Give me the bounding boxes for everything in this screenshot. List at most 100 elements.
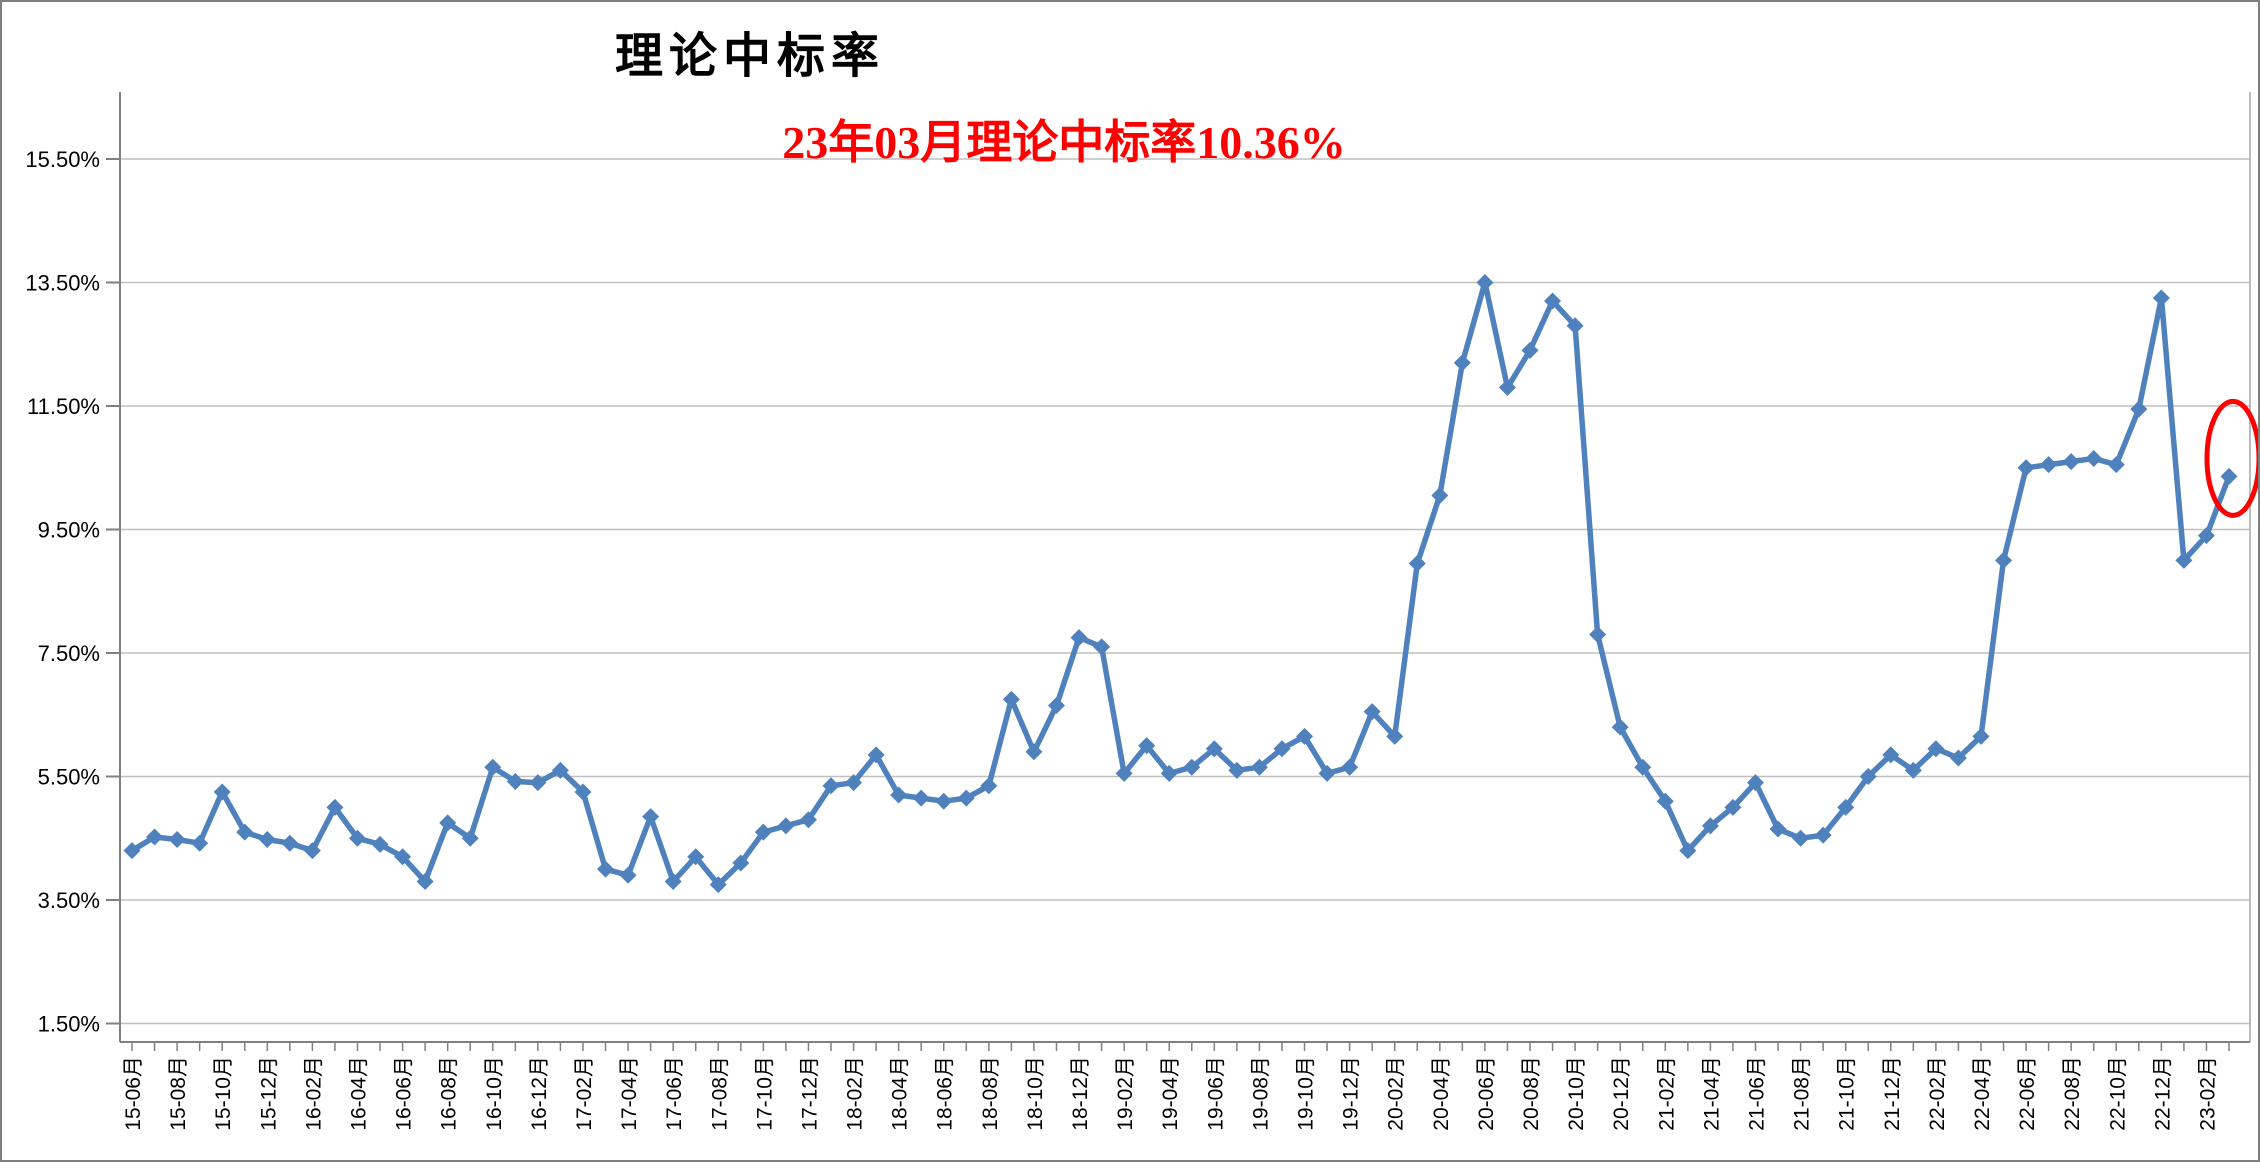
data-point-marker xyxy=(1814,826,1832,844)
data-point-marker xyxy=(935,792,953,810)
x-axis-tick-label: 17-08月 xyxy=(708,1056,731,1131)
data-point-marker xyxy=(1070,629,1088,647)
data-point-marker xyxy=(1138,737,1156,755)
data-point-marker xyxy=(664,872,682,890)
x-axis-tick-label: 17-02月 xyxy=(573,1056,596,1131)
data-point-marker xyxy=(709,876,727,894)
y-axis-tick-label: 7.50% xyxy=(38,641,100,666)
data-point-marker xyxy=(1837,798,1855,816)
data-point-marker xyxy=(1927,740,1945,758)
data-point-marker xyxy=(1566,317,1584,335)
data-point-marker xyxy=(484,758,502,776)
data-point-marker xyxy=(1544,292,1562,310)
data-point-marker xyxy=(619,866,637,884)
data-point-marker xyxy=(439,814,457,832)
data-point-marker xyxy=(574,783,592,801)
data-point-marker xyxy=(1002,690,1020,708)
data-point-marker xyxy=(777,817,795,835)
data-point-marker xyxy=(461,829,479,847)
data-point-marker xyxy=(1679,842,1697,860)
data-point-marker xyxy=(2085,449,2103,467)
data-point-marker xyxy=(2062,453,2080,471)
x-axis-tick-label: 22-06月 xyxy=(2016,1056,2039,1131)
data-point-marker xyxy=(1273,740,1291,758)
y-axis-tick-label: 13.50% xyxy=(25,271,100,296)
x-axis-tick-label: 15-12月 xyxy=(257,1056,280,1131)
data-point-marker xyxy=(642,808,660,826)
x-axis-tick-label: 22-08月 xyxy=(2061,1056,2084,1131)
data-point-marker xyxy=(1453,354,1471,372)
data-point-marker xyxy=(1746,774,1764,792)
x-axis-tick-label: 19-08月 xyxy=(1249,1056,1272,1131)
data-point-marker xyxy=(168,830,186,848)
x-axis-tick-label: 17-10月 xyxy=(753,1056,776,1131)
data-point-marker xyxy=(867,746,885,764)
data-point-marker xyxy=(1341,758,1359,776)
data-point-marker xyxy=(1386,727,1404,745)
data-line xyxy=(129,279,2232,888)
x-axis-tick-label: 20-08月 xyxy=(1520,1056,1543,1131)
x-axis-tick-label: 19-06月 xyxy=(1204,1056,1227,1131)
data-point-marker xyxy=(1882,746,1900,764)
data-point-marker xyxy=(799,811,817,829)
x-axis-tick-label: 17-12月 xyxy=(798,1056,821,1131)
x-axis-tick-label: 15-10月 xyxy=(212,1056,235,1131)
data-point-marker xyxy=(1498,378,1516,396)
data-point-marker xyxy=(303,842,321,860)
x-axis-tick-label: 17-04月 xyxy=(618,1056,641,1131)
data-point-marker xyxy=(597,860,615,878)
x-axis-tick-label: 16-10月 xyxy=(483,1056,506,1131)
data-point-marker xyxy=(1656,792,1674,810)
data-point-marker xyxy=(1904,761,1922,779)
x-axis-tick-label: 22-10月 xyxy=(2106,1056,2129,1131)
x-axis-tick-label: 20-12月 xyxy=(1610,1056,1633,1131)
data-point-marker xyxy=(1318,764,1336,782)
x-axis-tick-label: 19-02月 xyxy=(1114,1056,1137,1131)
data-point-marker xyxy=(980,777,998,795)
data-point-marker xyxy=(1363,703,1381,721)
data-point-marker xyxy=(822,777,840,795)
data-point-marker xyxy=(1724,798,1742,816)
data-point-marker xyxy=(912,789,930,807)
x-axis-tick-label: 22-02月 xyxy=(1926,1056,1949,1131)
data-point-marker xyxy=(1160,764,1178,782)
data-point-marker xyxy=(754,823,772,841)
data-point-marker xyxy=(348,829,366,847)
data-point-marker xyxy=(551,761,569,779)
data-point-marker xyxy=(1205,740,1223,758)
data-point-marker xyxy=(416,872,434,890)
y-axis-tick-label: 9.50% xyxy=(38,518,100,543)
x-axis-tick-label: 20-04月 xyxy=(1430,1056,1453,1131)
data-point-marker xyxy=(191,834,209,852)
chart-annotation: 23年03月理论中标率10.36% xyxy=(782,117,1346,168)
data-point-marker xyxy=(1025,743,1043,761)
x-axis-tick-label: 23-02月 xyxy=(2196,1056,2219,1131)
data-point-marker xyxy=(1634,758,1652,776)
x-axis-tick-label: 19-12月 xyxy=(1340,1056,1363,1131)
x-axis-tick-label: 18-12月 xyxy=(1069,1056,1092,1131)
data-point-marker xyxy=(1521,341,1539,359)
data-point-marker xyxy=(506,772,524,790)
data-point-marker xyxy=(1792,829,1810,847)
data-point-marker xyxy=(1183,758,1201,776)
x-axis-tick-label: 22-04月 xyxy=(1971,1056,1994,1131)
data-point-marker xyxy=(123,842,141,860)
x-axis-tick-label: 16-04月 xyxy=(347,1056,370,1131)
data-point-marker xyxy=(2130,400,2148,418)
x-axis-tick-label: 18-02月 xyxy=(844,1056,867,1131)
data-point-marker xyxy=(146,828,164,846)
x-axis-tick-label: 21-02月 xyxy=(1655,1056,1678,1131)
x-axis-tick-label: 16-02月 xyxy=(302,1056,325,1131)
data-point-marker xyxy=(326,798,344,816)
data-point-marker xyxy=(957,789,975,807)
data-point-marker xyxy=(1093,638,1111,656)
y-axis-tick-label: 1.50% xyxy=(38,1012,100,1037)
data-point-marker xyxy=(2040,456,2058,474)
data-point-marker xyxy=(1408,554,1426,572)
data-point-marker xyxy=(890,786,908,804)
x-axis-tick-label: 21-10月 xyxy=(1836,1056,1859,1131)
data-point-marker xyxy=(213,783,231,801)
x-axis-tick-label: 15-08月 xyxy=(167,1056,190,1131)
